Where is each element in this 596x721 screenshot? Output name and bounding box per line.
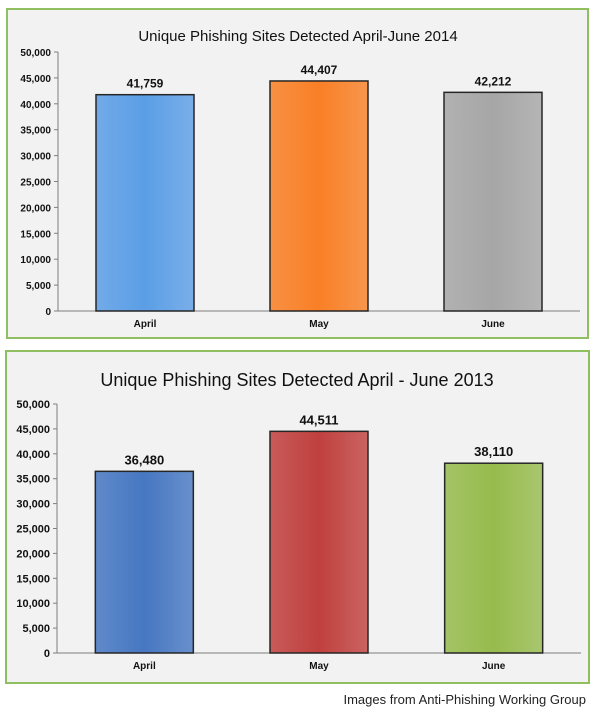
y-tick-label: 20,000	[16, 548, 50, 560]
y-tick-label: 5,000	[26, 281, 51, 292]
bar-chart-2014: Unique Phishing Sites Detected April-Jun…	[20, 28, 580, 330]
y-tick-label: 45,000	[16, 424, 50, 436]
value-label-april: 41,759	[127, 77, 164, 91]
y-tick-label: 10,000	[16, 598, 50, 610]
bar-may	[269, 80, 369, 312]
chart-panel-2014: Unique Phishing Sites Detected April-Jun…	[6, 8, 589, 339]
category-label-may: May	[309, 661, 329, 672]
y-tick-label: 50,000	[16, 399, 50, 411]
chart-panel-2013: Unique Phishing Sites Detected April - J…	[5, 350, 590, 684]
y-tick-label: 0	[45, 307, 51, 318]
bar-april	[95, 93, 195, 312]
y-tick-label: 15,000	[16, 573, 50, 585]
category-label-june: June	[482, 661, 506, 672]
value-label-june: 38,110	[474, 444, 513, 459]
y-tick-label: 15,000	[20, 229, 51, 240]
category-label-april: April	[133, 661, 156, 672]
chart-title: Unique Phishing Sites Detected April-Jun…	[138, 28, 457, 45]
y-tick-label: 40,000	[20, 100, 51, 111]
y-tick-label: 30,000	[20, 152, 51, 163]
y-tick-label: 35,000	[20, 126, 51, 137]
y-tick-label: 30,000	[16, 499, 50, 511]
y-tick-label: 20,000	[20, 203, 51, 214]
y-tick-label: 45,000	[20, 74, 51, 85]
y-tick-label: 35,000	[16, 474, 50, 486]
chart-title: Unique Phishing Sites Detected April - J…	[100, 370, 493, 390]
y-tick-label: 5,000	[22, 623, 50, 635]
y-tick-label: 0	[44, 648, 50, 660]
bar-chart-2013: Unique Phishing Sites Detected April - J…	[16, 370, 581, 672]
value-label-may: 44,511	[299, 412, 338, 427]
y-tick-label: 25,000	[20, 178, 51, 189]
category-label-april: April	[134, 319, 157, 330]
value-label-june: 42,212	[475, 74, 512, 88]
y-tick-label: 50,000	[20, 48, 51, 59]
bar-june	[443, 462, 544, 654]
bar-june	[443, 91, 543, 312]
category-label-may: May	[309, 319, 329, 330]
bar-may	[269, 430, 369, 654]
y-tick-label: 10,000	[20, 255, 51, 266]
image-credit: Images from Anti-Phishing Working Group	[343, 692, 586, 707]
y-tick-label: 25,000	[16, 524, 50, 536]
value-label-april: 36,480	[124, 452, 164, 467]
y-tick-label: 40,000	[16, 449, 50, 461]
bar-april	[94, 470, 195, 654]
category-label-june: June	[481, 319, 505, 330]
value-label-may: 44,407	[301, 63, 338, 77]
